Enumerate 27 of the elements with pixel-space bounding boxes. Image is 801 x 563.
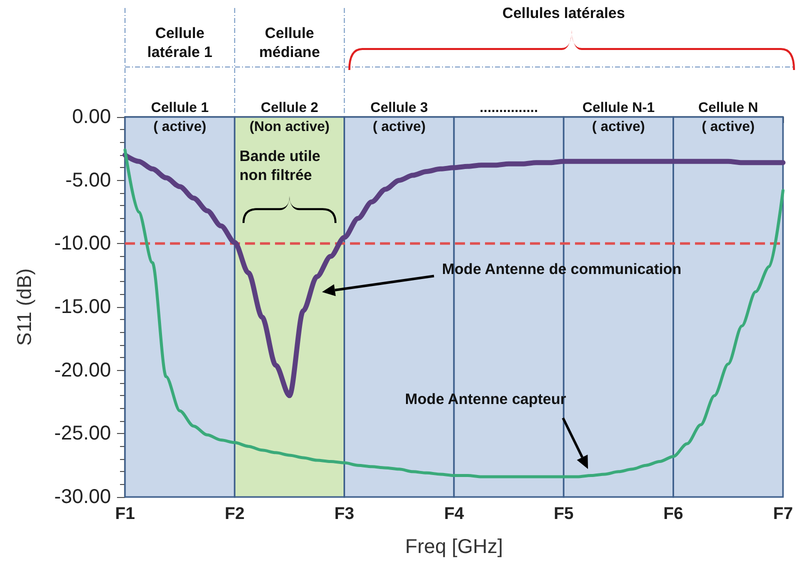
y-tick-label: -15.00 [54, 296, 111, 318]
x-axis-title: Freq [GHz] [405, 536, 503, 558]
x-tick-label: F6 [663, 504, 684, 523]
y-tick-label: -30.00 [54, 486, 111, 508]
text: Cellules latérales [501, 4, 626, 23]
y-tick-label: -5.00 [65, 169, 111, 192]
x-tick-label: F1 [115, 504, 135, 523]
x-tick-label: F2 [224, 504, 245, 523]
y-tick-label: 0.00 [72, 106, 111, 128]
y-tick-label: -20.00 [54, 359, 111, 382]
x-tick-label: F4 [444, 504, 464, 523]
text: Cellule latérale 1 [146, 24, 214, 62]
text: Cellule médiane [258, 24, 321, 62]
x-tick-label: F7 [773, 504, 793, 523]
line-series [124, 148, 784, 478]
x-tick-label: F3 [334, 504, 354, 523]
x-tick-label: F5 [554, 504, 574, 523]
y-tick-label: -25.00 [54, 422, 111, 445]
band-label: Cellule 3 ( active) [370, 98, 428, 134]
y-axis-title: S11 (dB) [14, 268, 36, 346]
y-tick-label: -10.00 [54, 232, 111, 255]
band-label: Cellule N ( active) [698, 98, 758, 134]
band-label: Cellule 2 (Non active) [249, 98, 330, 134]
band-label: Cellule N-1 ( active) [582, 98, 655, 134]
band-label: ............... [480, 98, 538, 115]
annotation: Bande utile non filtrée [240, 147, 322, 185]
band-label: Cellule 1 ( active) [151, 98, 209, 134]
